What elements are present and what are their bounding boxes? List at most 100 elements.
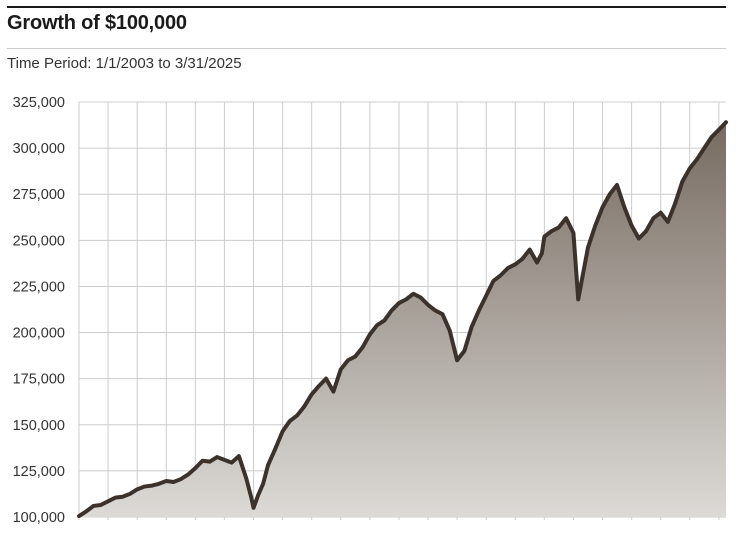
growth-line	[77, 120, 728, 519]
data-point	[171, 480, 175, 484]
data-point	[557, 225, 561, 229]
data-points	[77, 120, 728, 518]
data-point	[680, 179, 684, 183]
data-point	[375, 323, 379, 327]
data-point	[77, 514, 81, 518]
data-point	[179, 477, 183, 481]
data-point	[150, 484, 154, 488]
data-point	[256, 493, 260, 497]
y-tick-label: 100,000	[13, 510, 65, 526]
data-point	[462, 349, 466, 353]
title-rule	[7, 6, 726, 8]
data-point	[113, 496, 117, 500]
y-tick-label: 150,000	[13, 418, 65, 434]
data-point	[201, 459, 205, 463]
y-tick-label: 275,000	[13, 187, 65, 203]
data-point	[630, 224, 634, 228]
data-point	[237, 454, 241, 458]
y-tick-label: 175,000	[13, 372, 65, 388]
data-point	[411, 292, 415, 296]
data-point	[84, 509, 88, 513]
y-tick-label: 125,000	[13, 464, 65, 480]
data-point	[540, 251, 544, 255]
data-point	[581, 272, 585, 276]
data-point	[506, 266, 510, 270]
data-point	[295, 414, 299, 418]
data-point	[368, 332, 372, 336]
data-point	[666, 220, 670, 224]
data-point	[324, 377, 328, 381]
data-point	[361, 345, 365, 349]
data-point	[281, 429, 285, 433]
data-point	[390, 308, 394, 312]
data-point	[564, 216, 568, 220]
data-point	[121, 495, 125, 499]
y-tick-label: 225,000	[13, 279, 65, 295]
data-point	[164, 479, 168, 483]
data-point	[99, 503, 103, 507]
y-tick-label: 200,000	[13, 326, 65, 342]
data-point	[91, 504, 95, 508]
data-point	[688, 166, 692, 170]
data-point	[302, 404, 306, 408]
data-point	[382, 319, 386, 323]
data-point	[433, 308, 437, 312]
data-point	[244, 476, 248, 480]
data-point	[397, 301, 401, 305]
data-point	[249, 495, 253, 499]
data-point	[484, 294, 488, 298]
data-point	[353, 355, 357, 359]
data-point	[695, 157, 699, 161]
data-point	[702, 146, 706, 150]
data-point	[135, 487, 139, 491]
data-point	[659, 211, 663, 215]
data-point	[535, 260, 539, 264]
data-point	[186, 473, 190, 477]
data-point	[470, 325, 474, 329]
data-point	[252, 506, 256, 510]
data-point	[491, 279, 495, 283]
data-point	[230, 461, 234, 465]
data-point	[601, 205, 605, 209]
chart-title: Growth of $100,000	[7, 12, 187, 34]
data-point	[440, 312, 444, 316]
data-point	[542, 235, 546, 239]
subtitle-rule	[7, 48, 726, 49]
data-point	[477, 308, 481, 312]
data-point	[513, 262, 517, 266]
data-point	[593, 224, 597, 228]
data-point	[550, 229, 554, 233]
data-point	[576, 297, 580, 301]
data-point	[637, 236, 641, 240]
data-point	[193, 466, 197, 470]
data-point	[608, 192, 612, 196]
chart-subtitle: Time Period: 1/1/2003 to 3/31/2025	[7, 55, 242, 72]
y-tick-label: 250,000	[13, 233, 65, 249]
data-point	[261, 482, 265, 486]
data-point	[419, 296, 423, 300]
data-point	[215, 455, 219, 459]
data-point	[317, 384, 321, 388]
data-point	[404, 297, 408, 301]
data-point	[339, 367, 343, 371]
data-point	[710, 135, 714, 139]
y-axis: 100,000 125,000 150,000 175,000 200,000 225,0…	[13, 95, 65, 526]
data-point	[157, 482, 161, 486]
data-point	[586, 246, 590, 250]
data-point	[644, 229, 648, 233]
data-point	[717, 128, 721, 132]
data-point	[455, 358, 459, 362]
data-point	[528, 248, 532, 252]
data-point	[724, 120, 728, 124]
data-point	[208, 460, 212, 464]
y-tick-label: 300,000	[13, 141, 65, 157]
data-point	[142, 485, 146, 489]
data-point	[622, 205, 626, 209]
data-point	[331, 390, 335, 394]
data-point	[128, 492, 132, 496]
data-point	[222, 458, 226, 462]
data-point	[448, 329, 452, 333]
data-point	[651, 216, 655, 220]
data-point	[673, 201, 677, 205]
